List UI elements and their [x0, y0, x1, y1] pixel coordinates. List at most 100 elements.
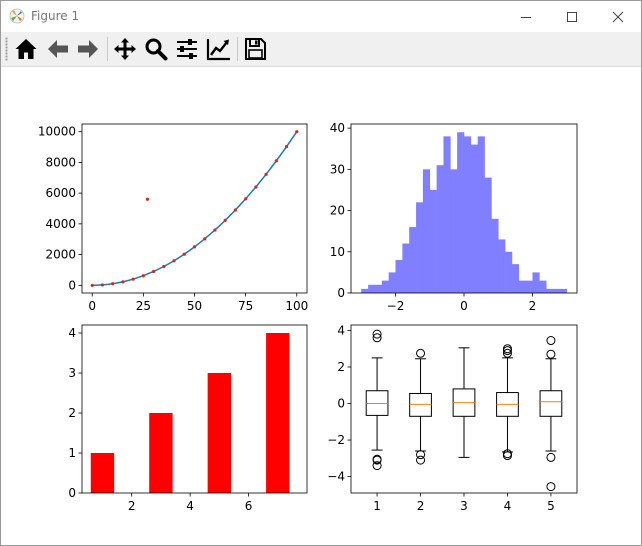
histogram-bar	[498, 239, 506, 293]
pan-icon	[114, 38, 136, 60]
x-tick-label: 4	[186, 499, 194, 513]
boxplot-2	[409, 348, 432, 465]
axes-1: 0 25 50 75 100 0 2000 4000 6000 8000 10000	[38, 123, 308, 313]
data-point	[182, 252, 186, 256]
forward-button[interactable]	[75, 36, 101, 62]
histogram-bar	[484, 177, 492, 293]
back-button[interactable]	[45, 36, 71, 62]
y-tick-label: 10	[330, 245, 345, 259]
maximize-button[interactable]	[549, 1, 595, 32]
zoom-button[interactable]	[143, 36, 169, 62]
data-point	[145, 197, 150, 201]
save-button[interactable]	[242, 36, 268, 62]
matplotlib-logo-icon	[9, 8, 25, 24]
edit-axis-button[interactable]	[206, 36, 232, 62]
forward-icon	[78, 40, 98, 58]
histogram-bar	[464, 136, 472, 293]
histogram-bar	[416, 202, 424, 293]
data-point	[203, 237, 207, 241]
data-point	[274, 159, 278, 163]
histogram-bar	[457, 132, 465, 293]
configure-subplots-button[interactable]	[174, 36, 200, 62]
data-point	[151, 269, 156, 274]
flier-point	[502, 451, 512, 461]
minimize-button[interactable]	[503, 1, 549, 32]
histogram-bar	[395, 260, 403, 293]
histogram-bar	[429, 189, 437, 293]
home-button[interactable]	[13, 36, 39, 62]
histogram-bar	[470, 144, 478, 293]
bar	[90, 453, 115, 493]
histogram-bar	[532, 272, 540, 293]
axes-3: 2 4 6 0 1 2 3 4	[68, 324, 308, 513]
data-point	[162, 264, 166, 269]
x-tick-label: 1	[373, 499, 381, 513]
flier-point	[372, 455, 382, 465]
bar	[207, 373, 232, 493]
window-title: Figure 1	[31, 9, 80, 23]
histogram-bar	[388, 272, 396, 293]
flier-point	[546, 452, 556, 462]
y-tick-label: 0	[68, 278, 76, 292]
y-tick-label: 30	[330, 162, 345, 176]
x-tick-label: 3	[460, 499, 468, 513]
y-tick-label: 1	[68, 446, 76, 460]
y-tick-label: 0	[337, 397, 345, 411]
x-tick-label: 50	[187, 299, 202, 313]
data-point	[192, 245, 197, 249]
toolbar-grip[interactable]	[5, 37, 8, 61]
data-point	[90, 283, 94, 287]
y-tick-label: 6000	[45, 186, 76, 200]
y-tick-label: 0	[68, 486, 76, 500]
data-point	[244, 197, 248, 201]
y-tick-label: 40	[330, 121, 345, 135]
x-tick-label: 0	[88, 299, 96, 313]
histogram-bar	[505, 251, 513, 293]
y-tick-label: 2	[337, 360, 345, 374]
x-tick-label: −2	[387, 299, 405, 313]
x-tick-label: 100	[285, 299, 308, 313]
histogram-bar	[559, 288, 568, 293]
data-point	[141, 274, 145, 278]
data-point	[233, 208, 238, 212]
data-point	[213, 228, 217, 232]
histogram-bar	[491, 218, 499, 293]
x-tick-label: 6	[245, 499, 253, 513]
navigation-toolbar	[1, 32, 641, 67]
histogram-bar	[539, 280, 547, 293]
axes-4: 1 2 3 4 5 −4 −2 0 2 4	[327, 323, 578, 513]
y-tick-label: 4	[337, 323, 345, 337]
histogram-bar	[361, 288, 369, 293]
data-point	[131, 277, 135, 281]
data-point	[295, 130, 299, 134]
bar	[149, 413, 173, 493]
minimize-icon	[521, 16, 531, 18]
flier-point	[416, 348, 426, 358]
data-point	[121, 280, 125, 284]
bar	[266, 333, 290, 493]
data-point	[264, 172, 268, 176]
flier-point	[546, 336, 556, 346]
histogram-bar	[443, 136, 451, 293]
histogram-bar	[402, 243, 410, 293]
x-tick-label: 2	[128, 499, 136, 513]
x-tick-label: 25	[136, 299, 151, 313]
close-button[interactable]	[595, 1, 641, 32]
y-tick-label: 4	[68, 326, 76, 340]
y-tick-label: −4	[327, 470, 345, 484]
y-tick-label: 8000	[45, 155, 76, 169]
histogram-bar	[381, 280, 389, 293]
histogram-bar	[422, 169, 431, 293]
flier-point	[372, 333, 382, 343]
histogram-bar	[409, 227, 417, 293]
y-tick-label: 3	[68, 366, 76, 380]
box	[539, 390, 563, 417]
y-tick-label: 20	[330, 204, 345, 218]
pan-button[interactable]	[112, 36, 138, 62]
x-tick-label: 0	[460, 299, 468, 313]
boxplot-3	[452, 347, 476, 458]
boxplot-5	[539, 336, 563, 492]
